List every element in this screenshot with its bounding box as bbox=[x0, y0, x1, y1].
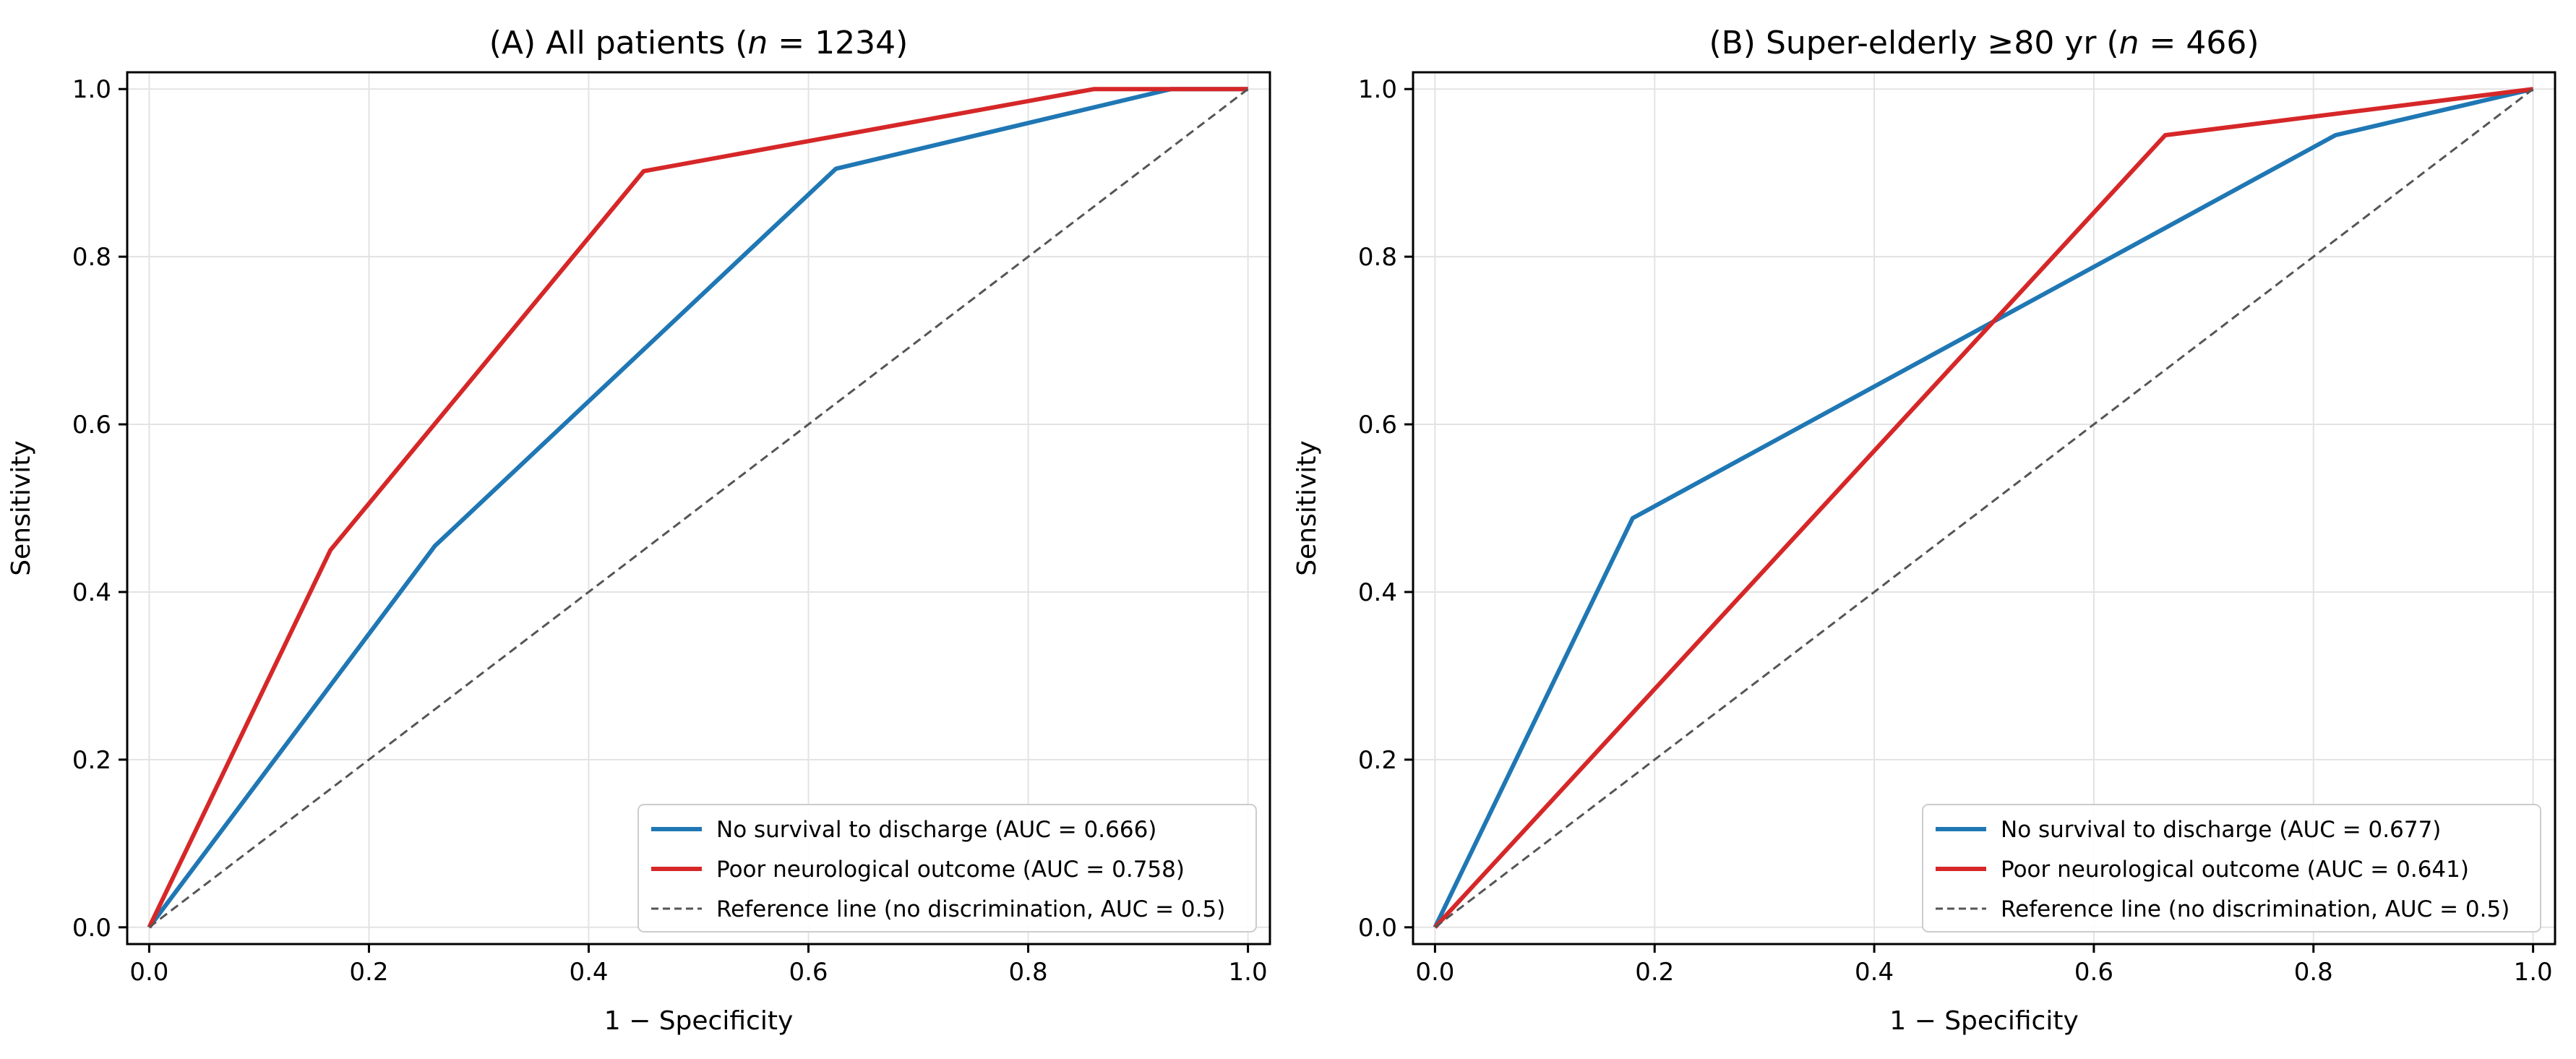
x-tick-label: 0.6 bbox=[789, 958, 828, 987]
y-tick-label: 0.0 bbox=[1358, 914, 1397, 943]
legend: No survival to discharge (AUC = 0.677) Po… bbox=[1922, 804, 2541, 932]
legend-label: Reference line (no discrimination, AUC =… bbox=[716, 896, 1225, 922]
x-axis-label: 1 − Specificity bbox=[1889, 1006, 2079, 1036]
legend-label: No survival to discharge (AUC = 0.666) bbox=[716, 817, 1156, 843]
title-prefix: (A) All patients ( bbox=[489, 25, 748, 61]
x-tick-label: 0.0 bbox=[1415, 958, 1454, 987]
title-n: n bbox=[2119, 25, 2139, 61]
y-tick-label: 0.6 bbox=[72, 411, 111, 440]
legend-box bbox=[637, 804, 1257, 932]
y-tick-label: 0.8 bbox=[1358, 243, 1397, 272]
reference-line bbox=[1434, 88, 2534, 928]
legend-label: No survival to discharge (AUC = 0.677) bbox=[2001, 817, 2441, 843]
x-tick-label: 0.6 bbox=[2074, 958, 2113, 987]
x-tick-label: 0.8 bbox=[2294, 958, 2333, 987]
gridlines bbox=[127, 72, 1270, 944]
legend: No survival to discharge (AUC = 0.666) Po… bbox=[637, 804, 1257, 932]
x-tick-label: 1.0 bbox=[2514, 958, 2553, 987]
y-tick-label: 0.6 bbox=[1358, 411, 1397, 440]
x-tick-label: 1.0 bbox=[1229, 958, 1268, 987]
title-suffix: = 1234) bbox=[768, 25, 908, 61]
legend-label: Poor neurological outcome (AUC = 0.641) bbox=[2001, 857, 2469, 883]
x-tick-label: 0.2 bbox=[349, 958, 388, 987]
y-tick-label: 0.4 bbox=[72, 578, 111, 607]
chart-panel-b: 0.0 0.2 0.4 0.6 0.8 1.0 0.0 0.2 0.4 0.6 0.8 1.0 1 − … bbox=[1292, 25, 2556, 1036]
y-tick-label: 0.8 bbox=[72, 243, 111, 272]
x-tick-label: 0.2 bbox=[1635, 958, 1674, 987]
series-line-poor-neuro bbox=[1433, 87, 2533, 929]
series-line-poor-neuro bbox=[147, 87, 1248, 929]
axes-frame bbox=[1412, 71, 2556, 946]
x-tick-label: 0.8 bbox=[1009, 958, 1048, 987]
x-tick-label: 0.4 bbox=[1855, 958, 1894, 987]
chart-panel-a: 0.0 0.2 0.4 0.6 0.8 1.0 0.0 0.2 0.4 0.6 0.8 1.0 1 − … bbox=[7, 25, 1271, 1036]
series-group bbox=[1433, 87, 2534, 929]
series-group bbox=[147, 87, 1249, 929]
y-tick-label: 0.2 bbox=[1358, 746, 1397, 775]
legend-box bbox=[1922, 804, 2541, 932]
y-tick-label: 0.2 bbox=[72, 746, 111, 775]
y-axis-label: Sensitivity bbox=[1292, 440, 1322, 575]
x-tick-label: 0.0 bbox=[129, 958, 168, 987]
panel-title: (A) All patients (n = 1234) bbox=[489, 25, 908, 61]
title-suffix: = 466) bbox=[2139, 25, 2259, 61]
y-axis-label: Sensitivity bbox=[7, 440, 36, 575]
legend-label: Poor neurological outcome (AUC = 0.758) bbox=[716, 857, 1185, 883]
y-tick-label: 1.0 bbox=[72, 75, 111, 104]
y-tick-label: 1.0 bbox=[1358, 75, 1397, 104]
axes-frame bbox=[126, 71, 1271, 946]
y-tick-label: 0.0 bbox=[72, 914, 111, 943]
reference-line bbox=[148, 88, 1249, 928]
x-axis-label: 1 − Specificity bbox=[604, 1006, 794, 1036]
x-tick-label: 0.4 bbox=[569, 958, 608, 987]
series-line-no-survival bbox=[1433, 87, 2534, 929]
panel-title: (B) Super-elderly ≥80 yr (n = 466) bbox=[1709, 25, 2259, 61]
y-tick-label: 0.4 bbox=[1358, 578, 1397, 607]
title-n: n bbox=[747, 25, 768, 61]
legend-label: Reference line (no discrimination, AUC =… bbox=[2001, 896, 2510, 922]
title-prefix: (B) Super-elderly ≥80 yr ( bbox=[1709, 25, 2118, 61]
